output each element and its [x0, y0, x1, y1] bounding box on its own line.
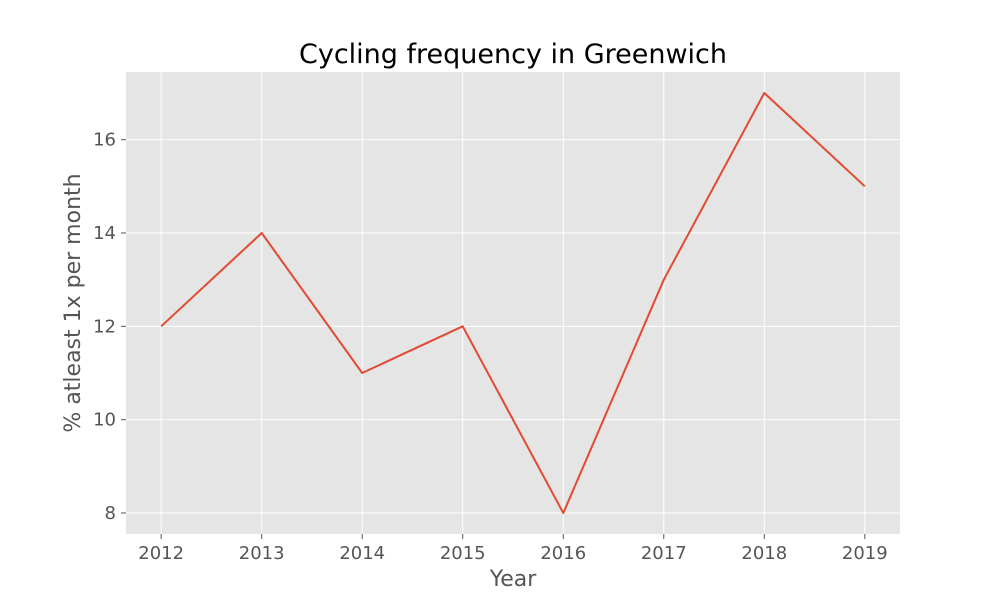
chart-title: Cycling frequency in Greenwich: [299, 39, 727, 70]
x-axis-ticks: 2012 2013 2014 2015 2016 2017 2018 2019: [138, 534, 888, 564]
x-tick-label: 2015: [440, 543, 486, 564]
x-gridlines: [160, 72, 866, 534]
x-tick-label: 2014: [339, 543, 385, 564]
x-tick-label: 2012: [138, 543, 184, 564]
y-tick-label: 14: [93, 223, 116, 244]
y-axis-label: % atleast 1x per month: [61, 173, 86, 432]
y-tick-label: 12: [93, 316, 116, 337]
x-tick-label: 2019: [842, 543, 888, 564]
y-tick-label: 8: [105, 503, 116, 524]
y-tick-label: 10: [93, 410, 116, 431]
y-gridlines: [126, 139, 900, 514]
x-tick-label: 2013: [239, 543, 285, 564]
x-tick-label: 2016: [540, 543, 586, 564]
x-tick-label: 2018: [741, 543, 787, 564]
plot-area: [126, 72, 900, 534]
x-tick-label: 2017: [641, 543, 687, 564]
y-axis-ticks: 8 10 12 14 16: [93, 130, 126, 524]
series-line: [160, 92, 866, 514]
x-axis-label: Year: [489, 567, 538, 592]
y-tick-label: 16: [93, 130, 116, 151]
